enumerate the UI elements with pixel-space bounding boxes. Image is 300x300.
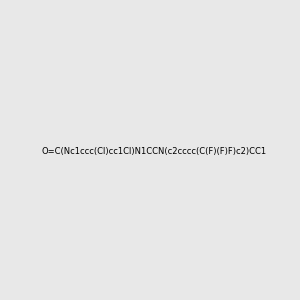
Text: O=C(Nc1ccc(Cl)cc1Cl)N1CCN(c2cccc(C(F)(F)F)c2)CC1: O=C(Nc1ccc(Cl)cc1Cl)N1CCN(c2cccc(C(F)(F)… [41, 147, 266, 156]
